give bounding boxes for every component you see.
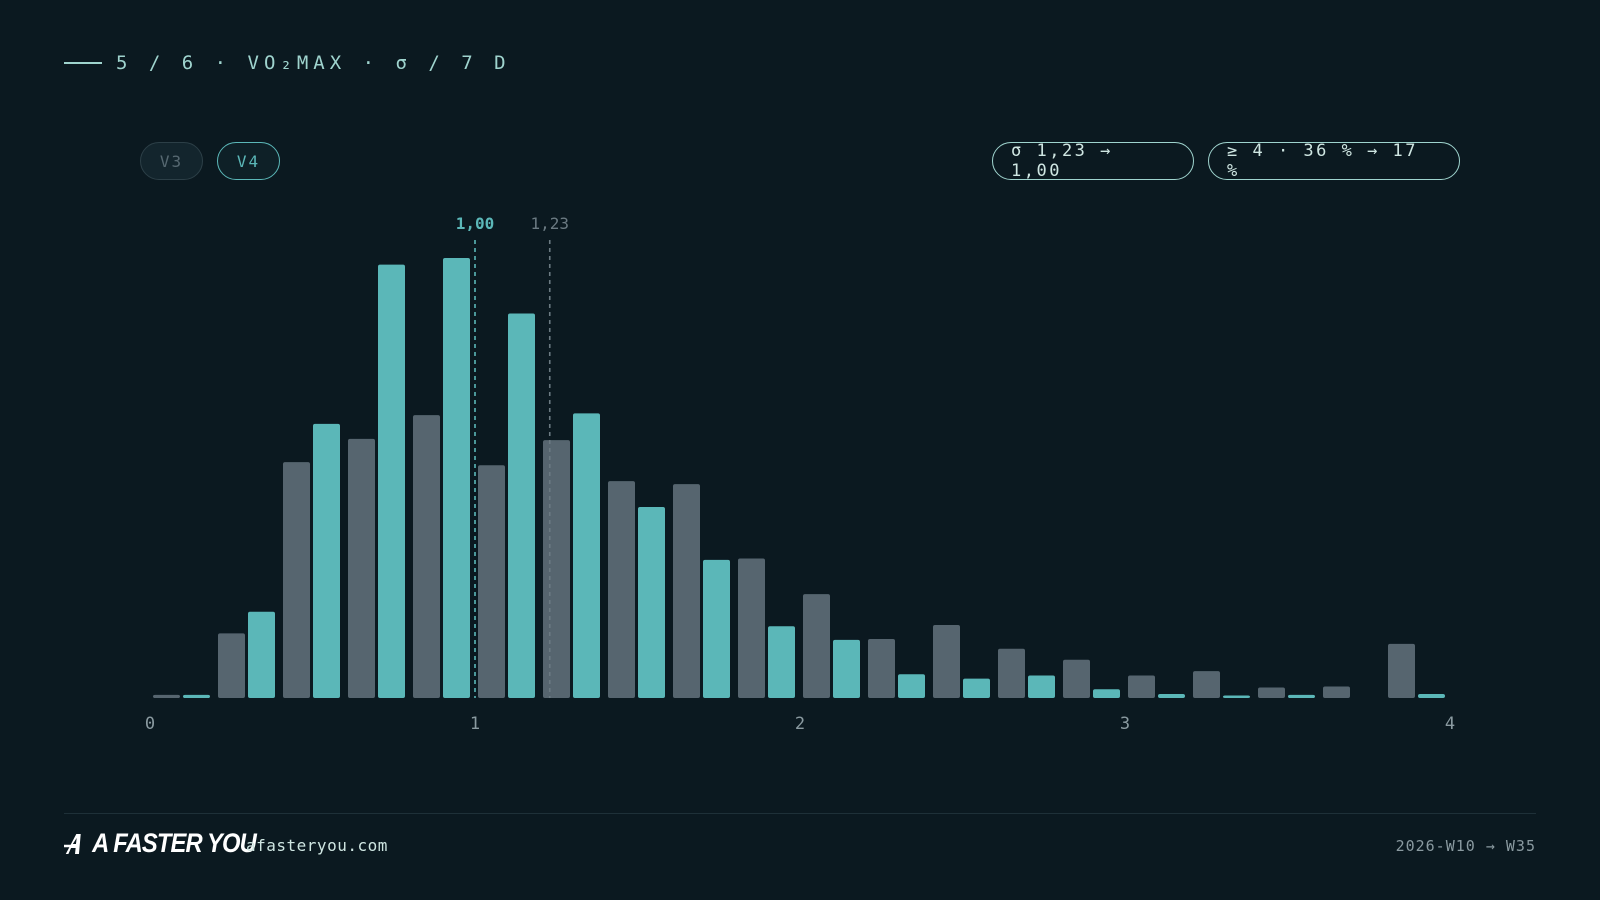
markers-group: 1,00 1,23 [456, 214, 569, 698]
bar-v4-17 [1288, 694, 1315, 698]
bar-v4-11 [898, 674, 925, 698]
bar-v3-17 [1258, 687, 1285, 698]
bar-v4-19 [1418, 694, 1445, 698]
eyebrow-text: 5 / 6 · VO₂MAX · σ / 7 D [116, 52, 511, 74]
eyebrow-rule [64, 62, 102, 64]
bar-v3-13 [998, 648, 1025, 698]
bar-v3-15 [1128, 675, 1155, 698]
bar-v4-0 [183, 694, 210, 698]
bar-v3-14 [1063, 659, 1090, 698]
bar-v3-7 [608, 481, 635, 698]
bar-v3-3 [348, 438, 375, 698]
bar-v4-7 [638, 507, 665, 698]
x-tick-0: 0 [145, 714, 155, 734]
ticks-group: 0 1 2 3 4 [145, 714, 1455, 734]
bar-v3-2 [283, 462, 310, 698]
bar-v4-13 [1028, 675, 1055, 698]
x-tick-3: 3 [1120, 714, 1130, 734]
toggle-v4[interactable]: V4 [217, 142, 280, 180]
bar-v3-8 [673, 484, 700, 698]
bar-v3-10 [803, 594, 830, 698]
bar-v3-6 [543, 440, 570, 698]
bar-v4-10 [833, 639, 860, 698]
tail-badge: ≥ 4 · 36 % → 17 % [1208, 141, 1460, 181]
x-tick-4: 4 [1445, 714, 1455, 734]
histogram-chart: 1,00 1,23 0 1 2 3 4 [145, 214, 1455, 734]
site-link[interactable]: afasteryou.com [246, 836, 388, 855]
bar-v4-9 [768, 626, 795, 698]
bar-v4-8 [703, 559, 730, 698]
bar-v4-6 [573, 413, 600, 698]
bar-v4-2 [313, 423, 340, 698]
date-range: 2026-W10 → W35 [1395, 837, 1536, 855]
bar-v4-15 [1158, 694, 1185, 698]
marker-label-0: 1,00 [456, 214, 495, 233]
bar-v3-4 [413, 415, 440, 698]
bar-v3-18 [1323, 686, 1350, 698]
x-tick-2: 2 [795, 714, 805, 734]
bar-v4-3 [378, 264, 405, 698]
bar-v4-4 [443, 258, 470, 698]
bar-v3-9 [738, 558, 765, 698]
bar-v3-16 [1193, 671, 1220, 698]
bars-group [153, 258, 1445, 698]
bar-v4-1 [248, 611, 275, 698]
bar-v3-5 [478, 465, 505, 698]
toggle-v3[interactable]: V3 [140, 142, 203, 180]
bar-v4-14 [1093, 689, 1120, 698]
brand-mark-icon [64, 833, 81, 854]
footer-divider [64, 813, 1536, 814]
bar-v3-11 [868, 639, 895, 698]
bar-v3-12 [933, 624, 960, 698]
brand-logo: A FASTER YOU [64, 828, 257, 859]
sigma-badge: σ 1,23 → 1,00 [992, 141, 1194, 181]
eyebrow: 5 / 6 · VO₂MAX · σ / 7 D [64, 52, 511, 74]
bar-v3-19 [1388, 643, 1415, 698]
marker-label-1: 1,23 [530, 214, 569, 233]
brand-name: A FASTER YOU [92, 828, 257, 858]
bar-v4-16 [1223, 695, 1250, 698]
bar-v4-12 [963, 678, 990, 698]
x-tick-1: 1 [470, 714, 480, 734]
bar-v4-5 [508, 313, 535, 698]
bar-v3-1 [218, 633, 245, 698]
bar-v3-0 [153, 694, 180, 698]
